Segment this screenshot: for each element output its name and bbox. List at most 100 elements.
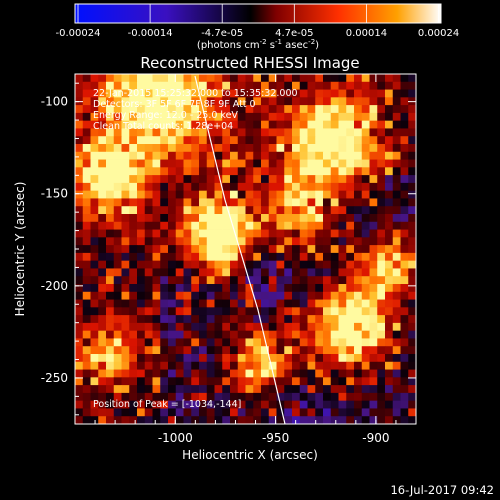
heatmap-cell xyxy=(206,120,215,129)
heatmap-cell xyxy=(121,175,130,184)
heatmap-cell xyxy=(90,89,99,98)
heatmap-cell xyxy=(292,112,301,122)
x-tick-label: -1000 xyxy=(158,431,193,445)
heatmap-cell xyxy=(369,144,378,153)
heatmap-cell xyxy=(75,315,84,324)
heatmap-cell xyxy=(199,354,208,363)
heatmap-cell xyxy=(129,237,138,246)
heatmap-cell xyxy=(168,322,177,332)
heatmap-cell xyxy=(222,245,231,254)
heatmap-cell xyxy=(408,377,416,386)
heatmap-cell xyxy=(408,392,416,402)
heatmap-cell xyxy=(237,369,246,378)
heatmap-cell xyxy=(377,354,386,363)
heatmap-cell xyxy=(82,128,91,137)
heatmap-cell xyxy=(129,346,138,355)
heatmap-cell xyxy=(346,354,355,363)
heatmap-cell xyxy=(377,400,386,409)
heatmap-cell xyxy=(237,136,246,145)
heatmap-cell xyxy=(323,128,332,137)
heatmap-cell xyxy=(361,315,370,324)
heatmap-cell xyxy=(152,112,161,122)
heatmap-cell xyxy=(82,229,91,238)
heatmap-cell xyxy=(299,105,308,114)
heatmap-cell xyxy=(214,112,223,122)
heatmap-cell xyxy=(253,159,262,168)
heatmap-cell xyxy=(199,385,208,394)
heatmap-cell xyxy=(113,81,122,90)
heatmap-cell xyxy=(307,198,316,207)
heatmap-cell xyxy=(137,112,146,122)
heatmap-cell xyxy=(400,354,409,363)
heatmap-cell xyxy=(330,346,339,355)
heatmap-cell xyxy=(137,284,146,293)
heatmap-cell xyxy=(214,128,223,137)
heatmap-cell xyxy=(230,136,239,145)
heatmap-cell xyxy=(385,416,394,424)
heatmap-cell xyxy=(408,144,416,153)
heatmap-cell xyxy=(75,245,84,254)
heatmap-cell xyxy=(408,276,416,285)
heatmap-cell xyxy=(276,322,285,332)
heatmap-cell xyxy=(191,392,200,402)
heatmap-cell xyxy=(392,237,401,246)
heatmap-cell xyxy=(144,284,153,293)
heatmap-cell xyxy=(385,369,394,378)
heatmap-cell xyxy=(346,182,355,192)
heatmap-cell xyxy=(377,315,386,324)
heatmap-cell xyxy=(237,74,246,83)
heatmap-cell xyxy=(191,284,200,293)
heatmap-cell xyxy=(82,385,91,394)
heatmap-cell xyxy=(183,330,192,339)
heatmap-cell xyxy=(354,229,363,238)
heatmap-cell xyxy=(175,237,184,246)
heatmap-cell xyxy=(392,392,401,402)
heatmap-cell xyxy=(121,144,130,153)
heatmap-cell xyxy=(175,120,184,129)
heatmap-cell xyxy=(261,307,270,316)
heatmap-cell xyxy=(113,128,122,137)
heatmap-cell xyxy=(152,299,161,308)
heatmap-cell xyxy=(129,245,138,254)
heatmap-cell xyxy=(175,89,184,98)
heatmap-cell xyxy=(299,229,308,238)
heatmap-cell xyxy=(129,120,138,129)
heatmap-cell xyxy=(245,299,254,308)
heatmap-cell xyxy=(330,136,339,145)
heatmap-cell xyxy=(199,221,208,230)
heatmap-cell xyxy=(152,369,161,378)
heatmap-cell xyxy=(315,136,324,145)
heatmap-cell xyxy=(214,268,223,277)
heatmap-cell xyxy=(137,159,146,168)
heatmap-cell xyxy=(284,268,293,277)
heatmap-cell xyxy=(206,416,215,424)
heatmap-cell xyxy=(361,159,370,168)
heatmap-cell xyxy=(369,89,378,98)
heatmap-cell xyxy=(129,322,138,332)
heatmap-cell xyxy=(268,120,277,129)
heatmap-cell xyxy=(276,245,285,254)
heatmap-cell xyxy=(276,74,285,83)
heatmap-cell xyxy=(175,299,184,308)
heatmap-cell xyxy=(307,151,316,160)
heatmap-cell xyxy=(75,120,84,129)
heatmap-cell xyxy=(408,74,416,83)
heatmap-cell xyxy=(408,268,416,277)
heatmap-cell xyxy=(369,284,378,293)
heatmap-cell xyxy=(284,369,293,378)
heatmap-cell xyxy=(137,392,146,402)
heatmap-cell xyxy=(75,369,84,378)
heatmap-cell xyxy=(369,159,378,168)
heatmap-cell xyxy=(121,369,130,378)
heatmap-cell xyxy=(292,400,301,409)
heatmap-cell xyxy=(392,97,401,106)
heatmap-cell xyxy=(392,190,401,199)
heatmap-cell xyxy=(245,322,254,332)
heatmap-cell xyxy=(152,245,161,254)
heatmap-cell xyxy=(361,81,370,90)
heatmap-cell xyxy=(230,377,239,386)
heatmap-cell xyxy=(175,330,184,339)
heatmap-cell xyxy=(183,81,192,90)
heatmap-cell xyxy=(377,284,386,293)
heatmap-cell xyxy=(330,385,339,394)
